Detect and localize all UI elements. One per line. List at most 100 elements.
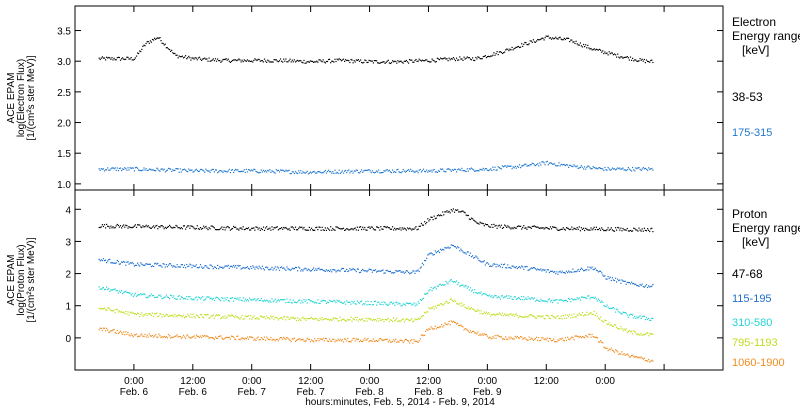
proton-data-point: [468, 218, 470, 220]
electron-data-point: [572, 166, 574, 168]
electron-data-point: [174, 169, 176, 172]
proton-data-point: [348, 229, 350, 231]
proton-data-point: [533, 338, 536, 340]
proton-data-point: [148, 333, 150, 335]
proton-data-point: [462, 326, 464, 328]
proton-data-point: [273, 267, 275, 270]
proton-data-point: [224, 315, 226, 317]
electron-data-point: [576, 165, 578, 167]
proton-data-point: [513, 226, 515, 228]
electron-data-point: [633, 169, 635, 171]
electron-data-point: [606, 52, 608, 54]
proton-data-point: [647, 228, 649, 230]
proton-data-point: [253, 266, 255, 268]
proton-data-point: [642, 230, 644, 232]
proton-data-point: [466, 308, 468, 310]
proton-data-point: [295, 302, 298, 304]
proton-data-point: [652, 333, 654, 335]
proton-data-point: [270, 229, 272, 231]
proton-data-point: [444, 322, 446, 324]
proton-data-point: [198, 228, 201, 230]
electron-data-point: [190, 59, 192, 61]
electron-data-point: [466, 168, 468, 170]
proton-data-point: [263, 316, 266, 318]
proton-data-point: [510, 228, 512, 230]
proton-data-point: [344, 319, 346, 321]
electron-data-point: [305, 62, 307, 64]
proton-data-point: [339, 316, 341, 318]
proton-data-point: [466, 251, 468, 253]
proton-data-point: [572, 268, 574, 270]
electron-data-point: [609, 169, 611, 171]
electron-data-point: [374, 171, 377, 173]
proton-data-point: [332, 301, 334, 303]
proton-data-point: [205, 335, 207, 337]
proton-data-point: [181, 336, 183, 338]
proton-data-point: [188, 315, 190, 317]
proton-data-point: [331, 229, 333, 231]
proton-data-point: [570, 228, 572, 230]
proton-data-point: [476, 333, 478, 335]
proton-data-point: [440, 283, 442, 285]
proton-data-point: [447, 283, 449, 285]
electron-data-point: [511, 168, 513, 170]
proton-data-point: [495, 224, 497, 227]
proton-data-point: [480, 291, 482, 293]
proton-data-point: [428, 253, 430, 255]
proton-data-point: [621, 279, 623, 281]
electron-data-point: [199, 58, 202, 60]
proton-data-point: [390, 319, 393, 321]
proton-data-point: [193, 315, 195, 318]
proton-data-point: [322, 299, 324, 301]
proton-data-point: [167, 264, 170, 266]
proton-data-point: [574, 335, 576, 337]
electron-data-point: [298, 170, 300, 172]
electron-data-point: [469, 58, 472, 60]
electron-data-point: [457, 169, 459, 171]
electron-data-point: [346, 172, 348, 174]
proton-data-point: [159, 312, 161, 314]
proton-data-point: [562, 272, 564, 274]
proton-data-point: [415, 226, 417, 228]
proton-data-point: [542, 337, 544, 339]
electron-data-point: [433, 168, 435, 171]
proton-data-point: [321, 268, 323, 271]
electron-data-point: [448, 57, 450, 59]
proton-data-point: [133, 225, 135, 227]
proton-data-point: [548, 271, 550, 274]
electron-data-point: [404, 60, 406, 62]
proton-data-point: [444, 284, 446, 286]
electron-data-point: [583, 168, 585, 170]
proton-data-point: [384, 339, 386, 341]
proton-data-point: [107, 225, 109, 227]
proton-data-point: [105, 330, 107, 332]
proton-data-point: [339, 270, 341, 272]
proton-data-point: [322, 319, 324, 321]
electron-data-point: [464, 58, 466, 60]
electron-data-point: [366, 169, 368, 172]
electron-data-point: [507, 165, 509, 167]
proton-data-point: [355, 338, 357, 340]
proton-data-point: [362, 268, 364, 270]
proton-data-point: [538, 300, 540, 302]
proton-data-point: [114, 288, 116, 290]
proton-data-point: [98, 286, 100, 288]
proton-data-point: [372, 304, 374, 306]
electron-data-point: [162, 42, 164, 45]
proton-data-point: [539, 300, 541, 302]
proton-data-point: [158, 265, 160, 267]
electron-data-point: [191, 169, 193, 171]
proton-data-point: [577, 314, 579, 316]
electron-data-point: [574, 42, 576, 45]
proton-data-point: [537, 226, 539, 228]
proton-data-point: [537, 299, 539, 301]
proton-data-point: [603, 305, 605, 307]
proton-data-point: [358, 271, 361, 274]
proton-data-point: [211, 337, 213, 339]
proton-data-point: [354, 269, 356, 271]
proton-data-point: [538, 269, 540, 271]
proton-data-point: [334, 229, 336, 231]
electron-data-point: [496, 169, 498, 171]
proton-data-point: [283, 299, 285, 301]
proton-data-point: [445, 247, 447, 249]
